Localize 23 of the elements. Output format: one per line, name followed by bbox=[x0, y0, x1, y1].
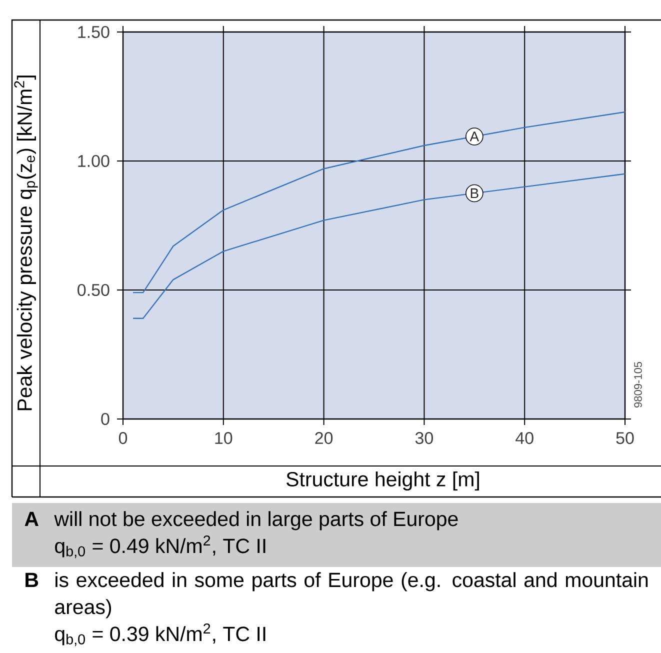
series-label: A bbox=[470, 132, 480, 142]
x-tick-label: 30 bbox=[415, 432, 433, 444]
y-tick-label: 0 bbox=[101, 412, 110, 426]
y-tick-label: 1.00 bbox=[78, 154, 110, 168]
x-tick-label: 10 bbox=[215, 432, 232, 444]
x-tick-label: 20 bbox=[315, 432, 333, 444]
line-series bbox=[132, 173, 626, 319]
text: A bbox=[24, 512, 38, 526]
x-axis-title: Structure height z [m] bbox=[286, 471, 479, 491]
y-tick-label: 1.50 bbox=[78, 26, 110, 38]
x-tick-label: 50 bbox=[616, 432, 634, 444]
line-series bbox=[132, 111, 626, 294]
x-tick-label: 0 bbox=[118, 432, 128, 444]
series-label: B bbox=[470, 188, 478, 198]
text: q$_{b,0}$ = 0.39 kN/m$^{2}$, TC II bbox=[55, 623, 266, 646]
text: will not be exceeded in large parts of Europe bbox=[54, 511, 458, 530]
text: is exceeded in some parts of Europe (e.g. coastal and mountain areas) bbox=[55, 572, 648, 618]
text: q$_{b,0}$ = 0.49 kN/m$^{2}$, TC II bbox=[55, 535, 266, 558]
y-axis-title: Peak velocity pressure q$_{p}$(z$_{e}$) [kN/m$^{2}$] bbox=[14, 76, 38, 410]
x-tick-label: 40 bbox=[516, 432, 534, 444]
text: B bbox=[26, 572, 38, 587]
text: 9809-105 bbox=[634, 362, 642, 408]
y-tick-label: 0.50 bbox=[78, 284, 110, 296]
